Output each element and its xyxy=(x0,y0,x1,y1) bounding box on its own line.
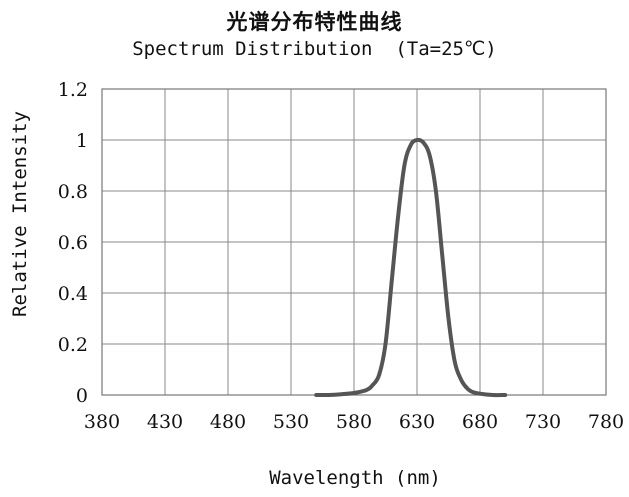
y-axis-title: Relative Intensity xyxy=(9,111,31,317)
x-tick-label: 780 xyxy=(588,411,624,433)
x-tick-label: 580 xyxy=(336,411,372,433)
x-axis-title: Wavelength (nm) xyxy=(269,467,441,489)
x-tick-label: 430 xyxy=(147,411,183,433)
x-tick-label: 680 xyxy=(462,411,498,433)
y-tick-label: 1.2 xyxy=(58,79,88,101)
x-tick-label: 380 xyxy=(84,411,120,433)
x-tick-label: 630 xyxy=(399,411,435,433)
x-tick-label: 530 xyxy=(273,411,309,433)
y-tick-label: 0.2 xyxy=(58,334,88,356)
series-layer xyxy=(314,137,508,398)
chart-title: 光谱分布特性曲线 xyxy=(226,10,403,34)
x-tick-label: 730 xyxy=(525,411,561,433)
x-tick-label: 480 xyxy=(210,411,246,433)
y-tick-label: 0 xyxy=(76,385,88,407)
x-tick-labels: 380 430 480 530 580 630 680 730 780 xyxy=(84,411,624,433)
chart-subtitle: Spectrum Distribution (Ta=25℃) xyxy=(132,38,497,60)
spectrum-line xyxy=(314,137,508,398)
y-tick-label: 1 xyxy=(76,130,88,152)
y-tick-label: 0.8 xyxy=(58,181,88,203)
y-tick-labels: 0 0.2 0.4 0.6 0.8 1 1.2 xyxy=(58,79,88,407)
y-tick-label: 0.6 xyxy=(58,232,88,254)
grid xyxy=(101,88,607,396)
y-tick-label: 0.4 xyxy=(58,283,88,305)
